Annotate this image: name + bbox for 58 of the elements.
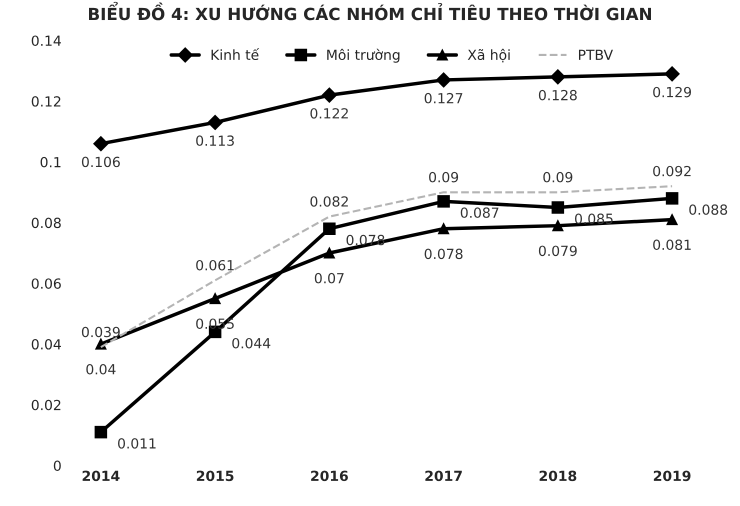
data-label: 0.09	[429, 172, 458, 182]
data-label: 0.011	[118, 438, 156, 449]
legend-label: PTBV	[578, 50, 613, 60]
data-label: 0.044	[232, 338, 270, 348]
data-label: 0.129	[653, 86, 692, 98]
point	[552, 220, 564, 232]
x-tick-label: 2016	[311, 470, 348, 482]
point	[666, 192, 678, 205]
legend-label: Môi trường	[327, 48, 400, 63]
legend-label: Kinh tế	[212, 48, 260, 60]
y-tick-label: 0.08	[32, 218, 61, 228]
point	[210, 292, 221, 304]
data-label: 0.082	[310, 196, 348, 207]
data-label: 0.087	[460, 207, 498, 218]
point	[666, 214, 678, 226]
point	[93, 136, 108, 152]
chart-title: BIỂU ĐỒ 4: XU HƯỚNG CÁC NHÓM CHỈ TIÊU THEO THỜI GIAN	[89, 2, 651, 20]
data-label: 0.09	[543, 172, 572, 182]
point	[437, 195, 450, 208]
data-label: 0.122	[310, 108, 348, 119]
y-tick-label: 0.04	[32, 339, 61, 350]
data-label: 0.04	[86, 364, 116, 374]
data-label: 0.078	[424, 248, 463, 260]
point	[324, 247, 335, 259]
point	[552, 201, 564, 214]
x-tick-label: 2015	[196, 470, 234, 482]
point	[323, 222, 336, 235]
y-tick-label: 0	[54, 460, 61, 471]
data-label: 0.079	[538, 246, 577, 256]
point	[438, 223, 450, 234]
data-label: 0.128	[538, 90, 577, 100]
point	[94, 426, 108, 438]
data-label: 0.092	[653, 166, 691, 176]
data-label: 0.085	[575, 213, 613, 224]
data-label: 0.127	[424, 92, 462, 104]
point	[664, 66, 680, 82]
data-label: 0.039	[82, 326, 120, 338]
x-tick-label: 2014	[82, 470, 120, 482]
x-tick-label: 2019	[654, 470, 691, 482]
data-label: 0.061	[196, 260, 234, 270]
y-tick-label: 0.1	[40, 156, 60, 168]
data-label: 0.113	[196, 135, 234, 146]
data-label: 0.078	[346, 234, 384, 246]
data-label: 0.081	[653, 240, 691, 250]
x-tick-label: 2017	[425, 470, 462, 482]
data-label: 0.07	[314, 272, 344, 284]
x-tick-label: 2018	[540, 470, 576, 482]
data-label: 0.106	[82, 156, 120, 168]
y-tick-label: 0.14	[32, 35, 61, 46]
y-tick-label: 0.02	[32, 400, 60, 410]
point	[208, 114, 223, 130]
point	[436, 72, 452, 88]
data-label: 0.088	[689, 204, 728, 215]
y-tick-label: 0.06	[32, 278, 61, 289]
y-tick-label: 0.12	[32, 96, 60, 107]
legend-label: Xã hội	[468, 48, 510, 62]
point	[550, 69, 566, 84]
point	[322, 88, 337, 103]
